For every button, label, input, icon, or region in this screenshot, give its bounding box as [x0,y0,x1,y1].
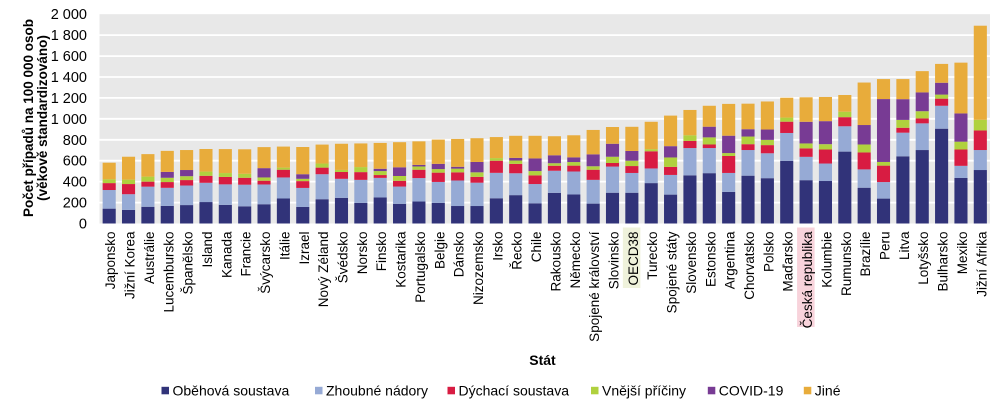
svg-text:200: 200 [63,196,87,212]
svg-text:Brazílie: Brazílie [858,232,873,277]
svg-text:Česká republika: Česká republika [800,231,815,328]
svg-text:Peru: Peru [878,232,893,261]
svg-text:Kanada: Kanada [219,231,234,278]
svg-text:Bulharsko: Bulharsko [936,232,951,292]
svg-text:(věkově standardizováno): (věkově standardizováno) [35,35,50,201]
svg-text:Maďarsko: Maďarsko [781,232,796,292]
svg-text:Počet případů na 100 000 osob: Počet případů na 100 000 osob [21,19,36,217]
svg-text:Chile: Chile [529,232,544,263]
svg-text:Dánsko: Dánsko [452,232,467,278]
svg-text:Rumunsko: Rumunsko [839,232,854,297]
svg-text:1 800: 1 800 [51,28,87,44]
svg-text:Slovinsko: Slovinsko [607,232,622,290]
svg-text:2 000: 2 000 [51,7,87,23]
svg-text:COVID-19: COVID-19 [719,382,784,398]
svg-text:Irsko: Irsko [490,232,505,261]
svg-text:Argentina: Argentina [723,231,738,289]
svg-text:Nizozemsko: Nizozemsko [471,232,486,306]
svg-text:Rakousko: Rakousko [548,232,563,292]
svg-text:Belgie: Belgie [432,232,447,270]
svg-text:Vnější příčiny: Vnější příčiny [602,382,686,398]
svg-text:Jižní Afrika: Jižní Afrika [974,231,989,297]
svg-text:1 600: 1 600 [51,49,87,65]
svg-text:Nový Zéland: Nový Zéland [316,232,331,308]
svg-text:Španělsko: Španělsko [181,232,196,295]
svg-text:Dýchací soustava: Dýchací soustava [459,382,570,398]
svg-text:Řecko: Řecko [510,232,525,270]
svg-text:Zhoubné nádory: Zhoubné nádory [326,382,428,398]
svg-text:Japonsko: Japonsko [103,232,118,290]
svg-text:Island: Island [200,232,215,268]
svg-text:Slovensko: Slovensko [684,232,699,294]
svg-text:Kolumbie: Kolumbie [819,232,834,288]
svg-text:Lucembursko: Lucembursko [161,232,176,313]
svg-text:Oběhová soustava: Oběhová soustava [173,382,290,398]
svg-text:Austrálie: Austrálie [142,232,157,285]
svg-text:800: 800 [63,133,87,149]
svg-text:Lotyšsko: Lotyšsko [916,232,931,285]
svg-text:Jiné: Jiné [815,382,841,398]
svg-text:Stát: Stát [529,352,556,368]
svg-text:Litva: Litva [897,231,912,260]
svg-text:600: 600 [63,154,87,170]
svg-text:Polsko: Polsko [761,232,776,273]
svg-text:Izrael: Izrael [297,232,312,265]
svg-text:Francie: Francie [239,232,254,277]
svg-text:Švýcarsko: Švýcarsko [258,232,273,294]
svg-text:Německo: Německo [568,232,583,289]
svg-text:Spojené království: Spojené království [587,231,602,342]
svg-text:Švédsko: Švédsko [335,232,350,284]
svg-text:400: 400 [63,175,87,191]
svg-text:1 400: 1 400 [51,70,87,86]
svg-text:Jižní Korea: Jižní Korea [123,231,138,299]
svg-text:Turecko: Turecko [645,232,660,280]
svg-text:Chorvatsko: Chorvatsko [742,232,757,300]
svg-text:OECD38: OECD38 [626,232,641,286]
svg-text:Finsko: Finsko [374,232,389,272]
svg-text:Portugalsko: Portugalsko [413,232,428,303]
svg-text:Norsko: Norsko [355,232,370,275]
svg-text:Spojené státy: Spojené státy [665,231,680,313]
svg-text:Mexiko: Mexiko [955,232,970,275]
svg-text:1 000: 1 000 [51,112,87,128]
svg-text:1 200: 1 200 [51,91,87,107]
svg-text:Estonsko: Estonsko [703,232,718,288]
svg-text:Kostarika: Kostarika [394,231,409,288]
svg-text:0: 0 [79,217,87,233]
svg-text:Itálie: Itálie [277,232,292,261]
